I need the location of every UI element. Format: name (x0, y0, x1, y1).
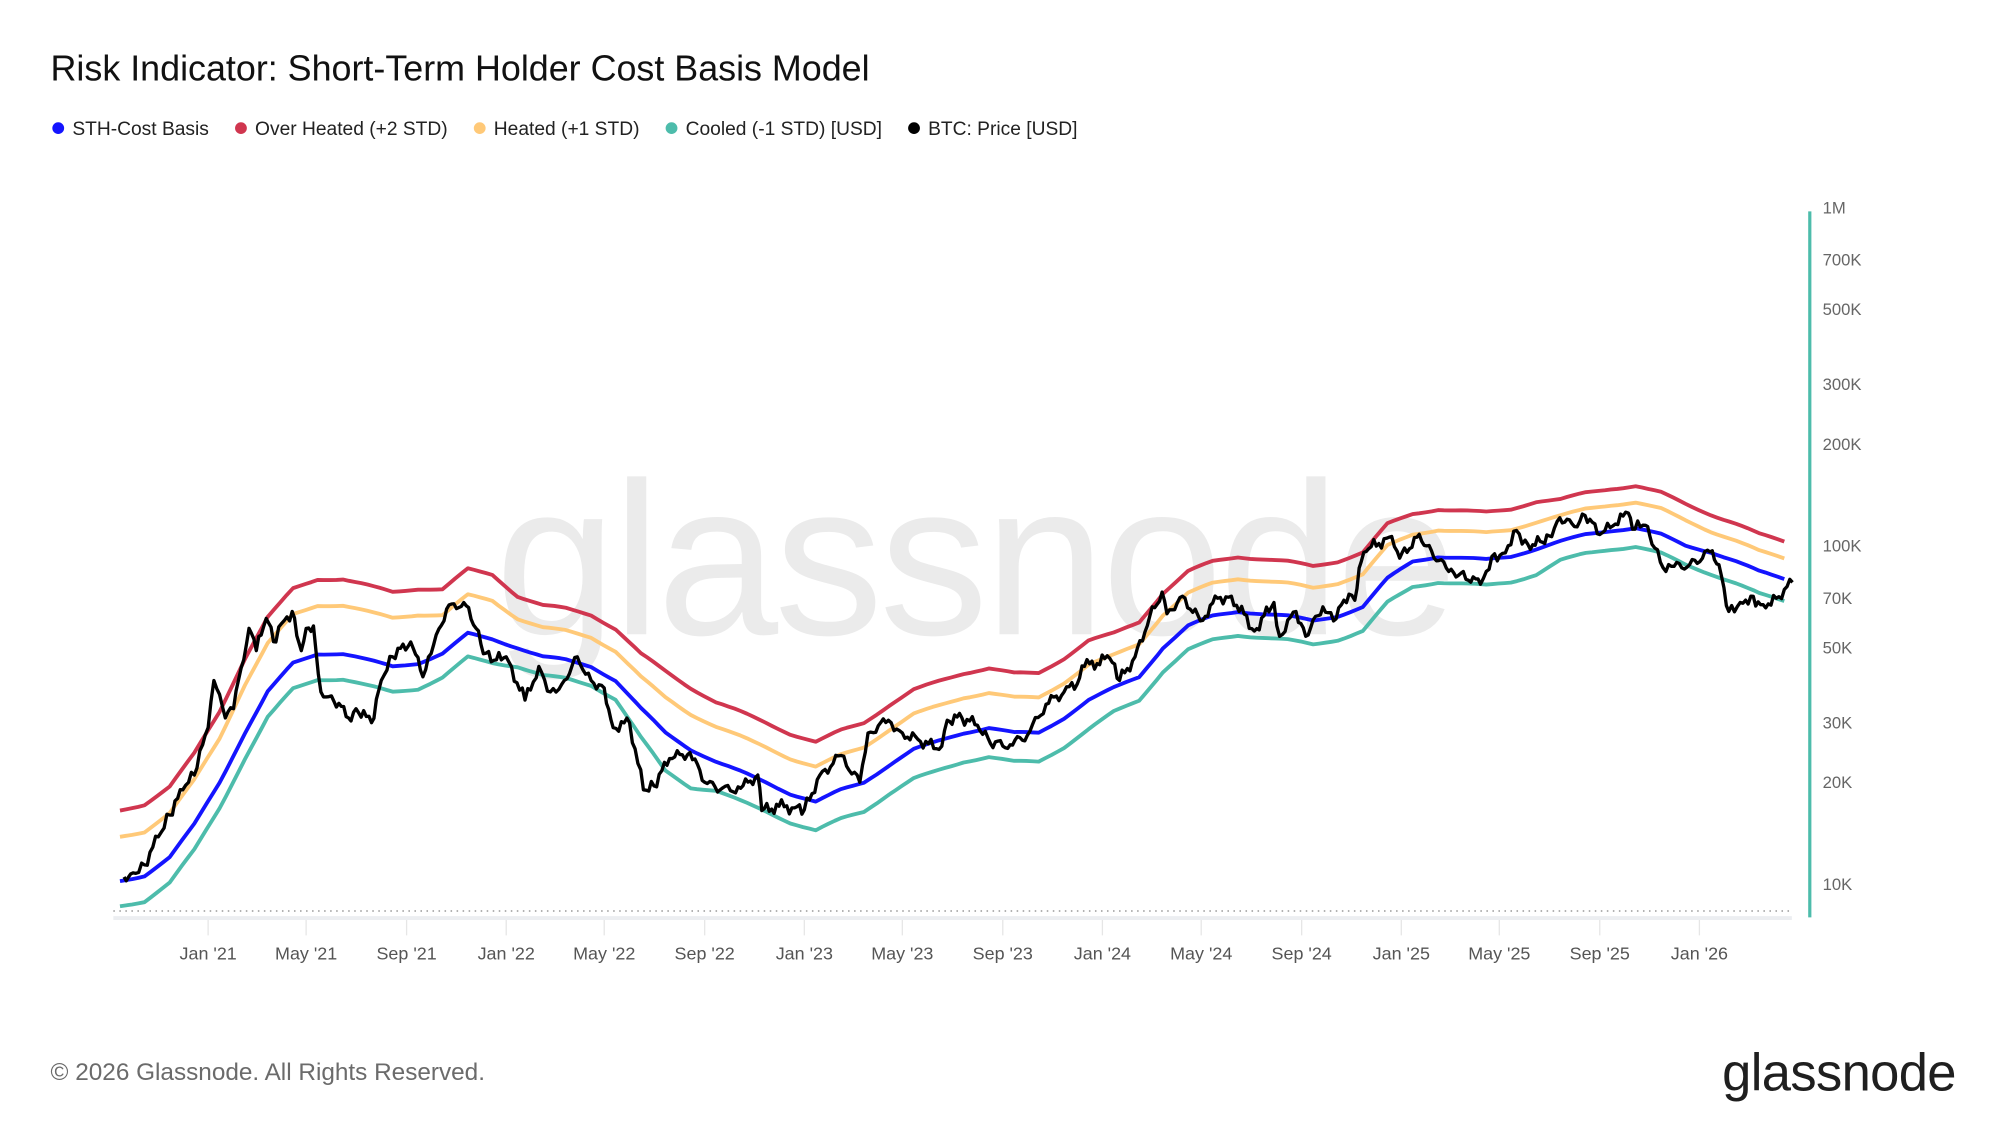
x-tick-label: Jan '21 (180, 944, 237, 964)
y-tick-label: 700K (1823, 251, 1862, 270)
plot-area (119, 484, 1794, 909)
legend-label: Cooled (-1 STD) [USD] (686, 119, 882, 140)
series-line-sth-cost-basis (119, 526, 1785, 884)
x-tick-label: May '24 (1170, 944, 1232, 964)
legend-item-btc-price-usd[interactable]: BTC: Price [USD] (908, 119, 1078, 140)
x-tick-label: Jan '26 (1671, 944, 1728, 964)
x-tick-label: Jan '23 (776, 944, 833, 964)
legend-item-over-heated-2-std[interactable]: Over Heated (+2 STD) (235, 119, 448, 140)
legend-dot-icon (908, 122, 920, 135)
series-line-btc-price (122, 510, 1794, 883)
legend-item-cooled-1-std-usd[interactable]: Cooled (-1 STD) [USD] (665, 119, 882, 140)
chart-title: Risk Indicator: Short-Term Holder Cost B… (51, 49, 870, 89)
legend-label: STH-Cost Basis (72, 119, 209, 140)
y-tick-label: 500K (1823, 300, 1862, 319)
copyright: © 2026 Glassnode. All Rights Reserved. (51, 1059, 485, 1086)
series-line-heated-1-std (119, 500, 1785, 839)
x-tick-label: Sep '24 (1272, 944, 1332, 964)
legend-label: Heated (+1 STD) (494, 119, 640, 140)
series-line-over-heated-2-std (119, 484, 1785, 813)
legend-dot-icon (235, 122, 247, 135)
legend-item-sth-cost-basis[interactable]: STH-Cost Basis (52, 119, 209, 140)
legend: STH-Cost Basis Over Heated (+2 STD) Heated… (52, 119, 1078, 140)
x-tick-label: May '21 (275, 944, 337, 964)
y-tick-label: 30K (1823, 713, 1853, 732)
legend-dot-icon (52, 122, 65, 135)
x-scrollbar[interactable] (113, 916, 1792, 920)
x-tick-label: Sep '22 (675, 944, 735, 964)
y-tick-label: 10K (1823, 875, 1853, 894)
x-tick-label: Sep '21 (376, 944, 436, 964)
legend-label: Over Heated (+2 STD) (255, 119, 448, 140)
glassnode-logo: glassnode (1722, 1043, 1956, 1102)
x-tick-label: May '23 (871, 944, 933, 964)
x-tick-label: Jan '24 (1074, 944, 1131, 964)
y-tick-label: 200K (1823, 435, 1862, 454)
y-tick-label: 70K (1823, 589, 1853, 608)
legend-label: BTC: Price [USD] (928, 119, 1077, 140)
y-axis: 1M 700K 500K 300K 200K 100K 70K 50K 30K 20K 10K (1823, 198, 1862, 894)
legend-item-heated-1-std[interactable]: Heated (+1 STD) (473, 119, 640, 140)
series-line-cooled-1-std-usd (119, 545, 1785, 909)
y-tick-label: 20K (1823, 773, 1853, 792)
x-tick-label: Sep '23 (973, 944, 1033, 964)
x-axis: Jan '21 May '21 Sep '21 Jan '22 May '22 Sep '… (180, 919, 1728, 964)
x-tick-label: May '25 (1468, 944, 1530, 964)
y-tick-label: 1M (1823, 198, 1846, 217)
x-tick-label: Sep '25 (1570, 944, 1630, 964)
x-tick-label: May '22 (573, 944, 635, 964)
legend-dot-icon (473, 122, 486, 135)
y-tick-label: 50K (1823, 638, 1853, 657)
x-tick-label: Jan '25 (1373, 944, 1430, 964)
y-tick-label: 300K (1823, 375, 1862, 394)
x-tick-label: Jan '22 (478, 944, 535, 964)
y-tick-label: 100K (1823, 537, 1862, 556)
legend-dot-icon (665, 122, 678, 135)
